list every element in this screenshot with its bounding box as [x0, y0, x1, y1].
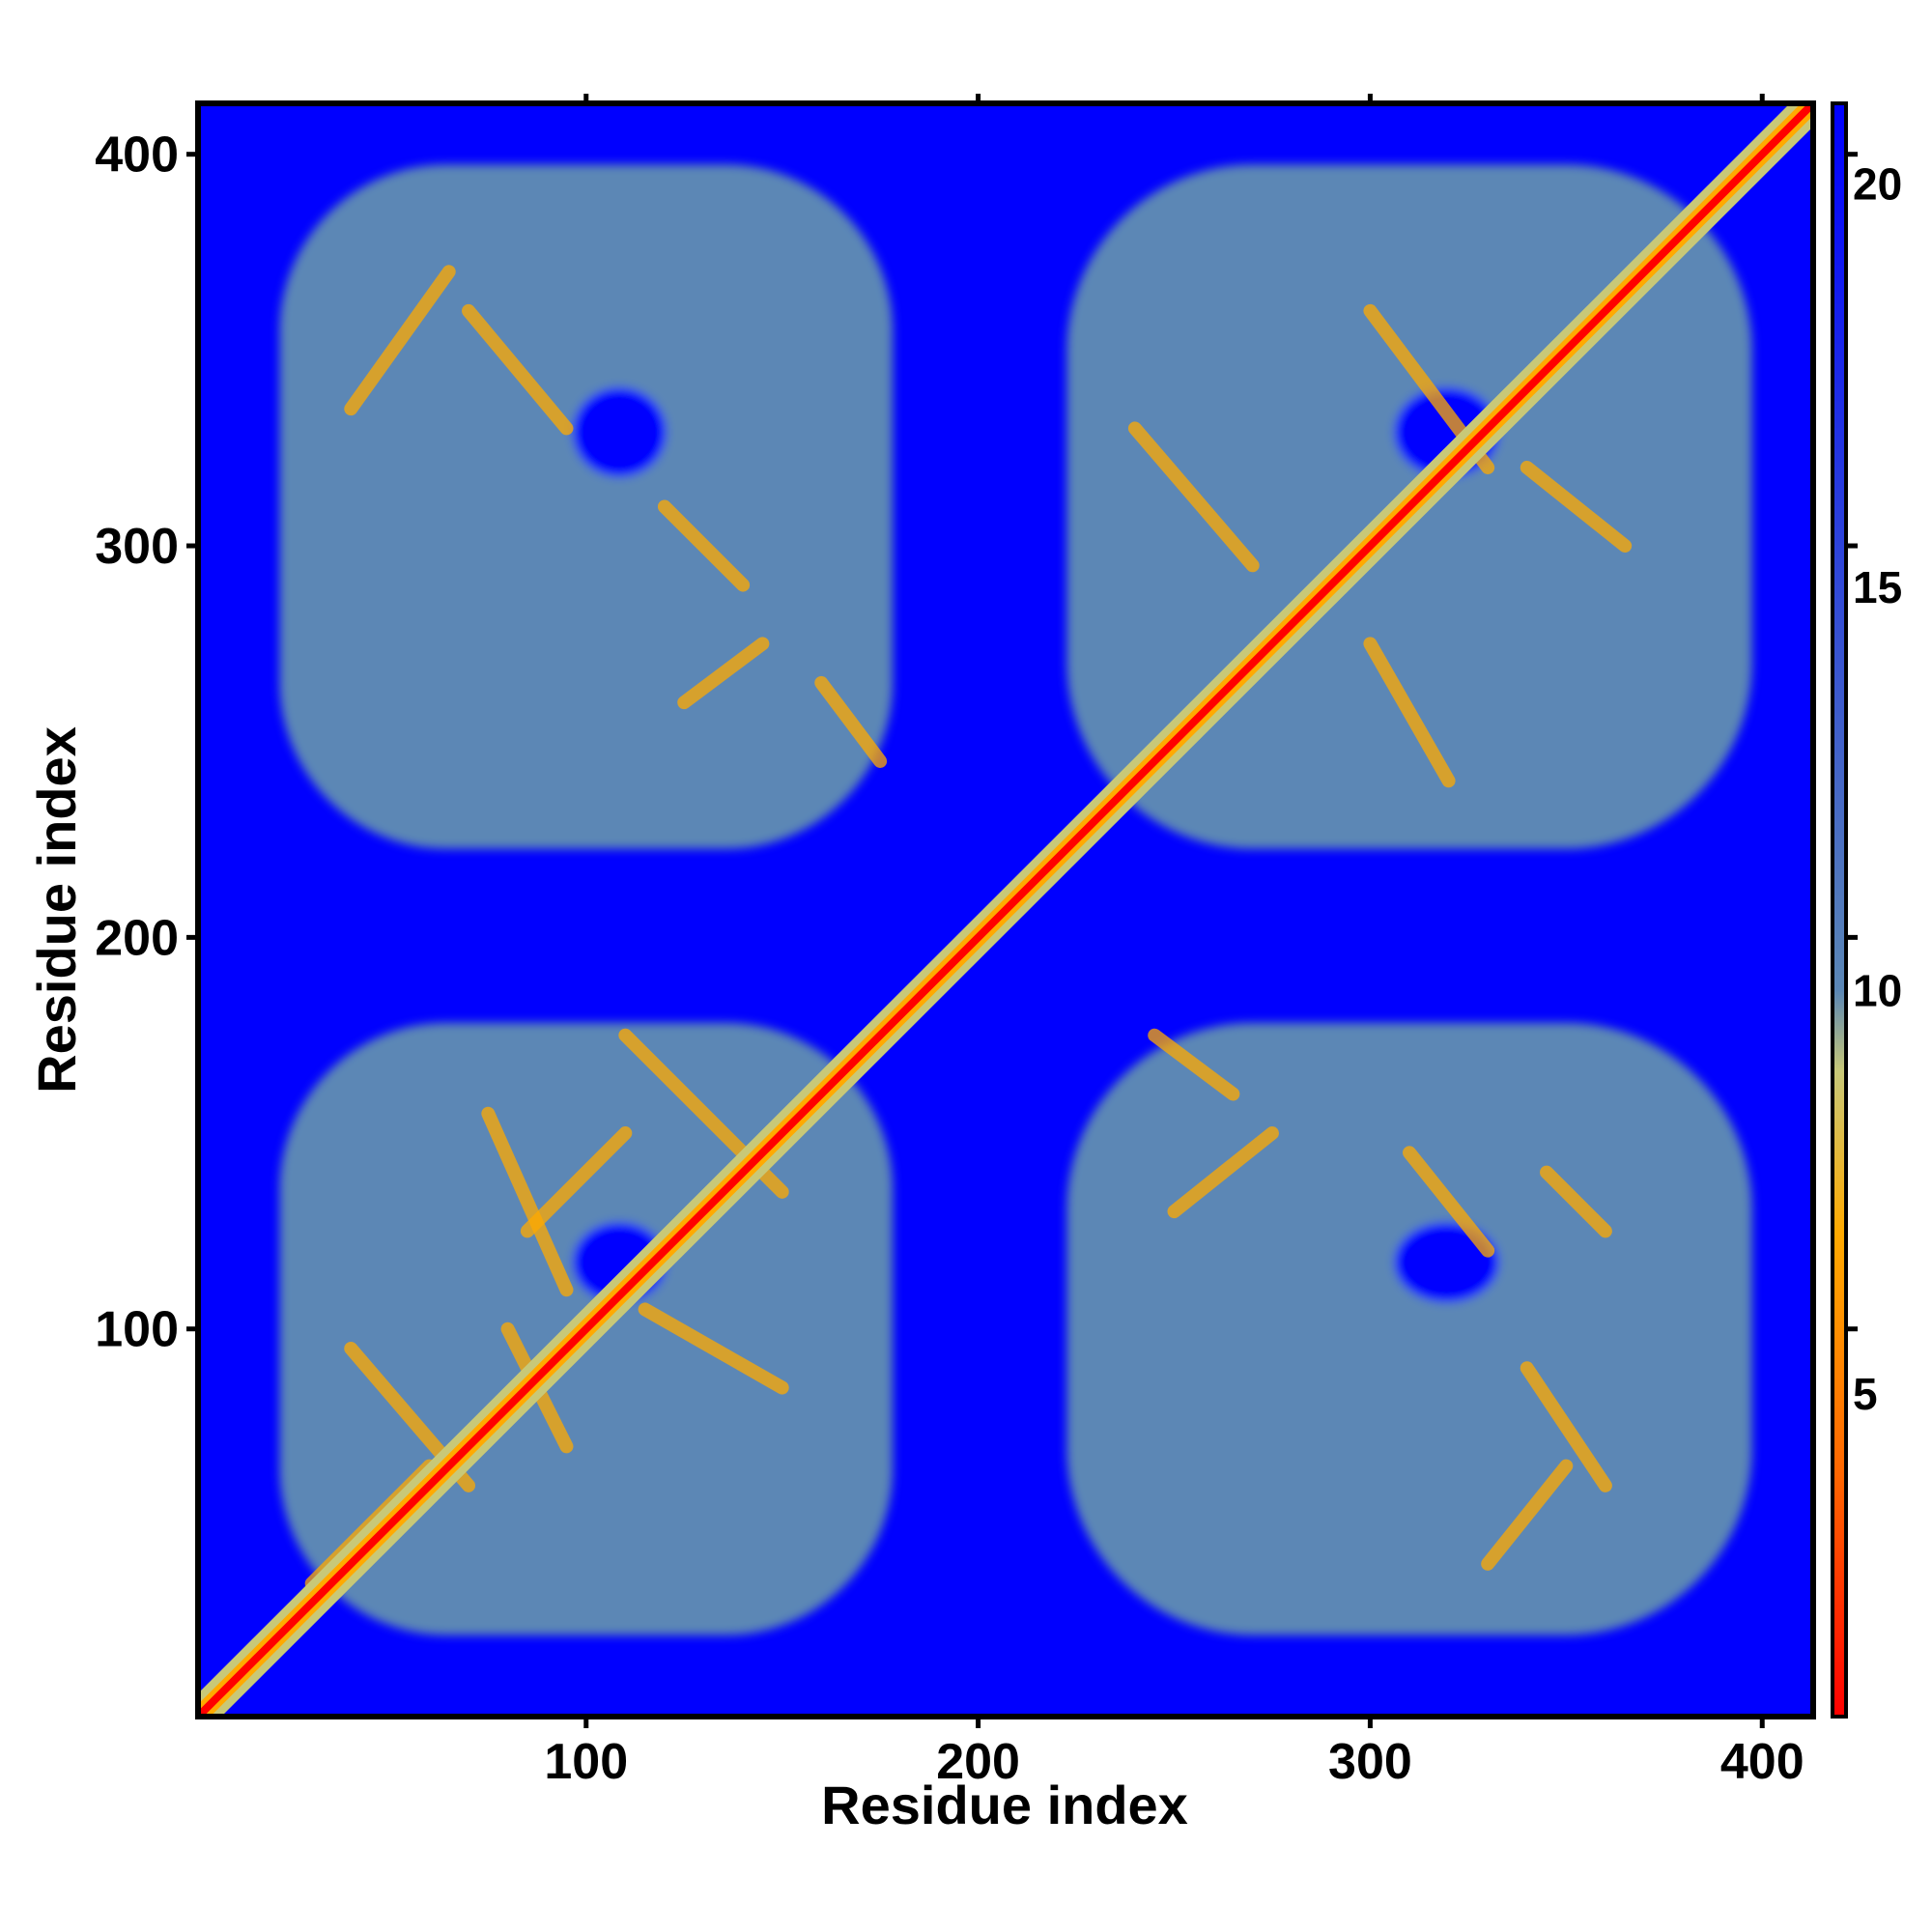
colorbar-label-5: 5 [1853, 1369, 1878, 1419]
contact-band-9 [462, 303, 574, 436]
contact-band-19 [1403, 1146, 1495, 1258]
contact-band-10 [657, 499, 751, 592]
x-axis-title: Residue index [821, 1775, 1188, 1835]
contact-band-17 [1167, 1126, 1279, 1219]
main-diagonal [198, 103, 1813, 1717]
contact-band-6 [638, 1302, 789, 1395]
contact-region-4 [1066, 1022, 1752, 1635]
colorbar-label-15: 15 [1853, 562, 1902, 612]
contact-band-3 [481, 1106, 574, 1297]
contact-band-13 [1127, 421, 1260, 573]
contact-band-12 [814, 675, 888, 768]
contact-gap-3 [572, 387, 667, 477]
x-tick-label-400: 400 [1720, 1734, 1804, 1790]
contact-band-8 [344, 265, 456, 416]
diagonal-core [198, 103, 1813, 1717]
y-tick-label-100: 100 [95, 1302, 179, 1358]
contact-band-20 [1520, 1361, 1612, 1492]
contact-band-15 [1363, 637, 1456, 788]
y-tick-label-200: 200 [95, 910, 179, 966]
x-tick-label-200: 200 [936, 1734, 1020, 1790]
y-tick-label-400: 400 [95, 128, 179, 184]
y-axis: 100 200 300 400 [95, 128, 1858, 1358]
y-axis-title: Residue index [26, 726, 87, 1094]
contact-band-21 [1481, 1459, 1574, 1571]
colorbar: 5 10 15 20 [1831, 101, 1902, 1719]
contact-band-7 [520, 1126, 633, 1238]
colorbar-frame [1831, 101, 1848, 1719]
x-tick-label-100: 100 [544, 1734, 628, 1790]
colorbar-label-10: 10 [1853, 966, 1902, 1016]
colorbar-label-20: 20 [1853, 159, 1902, 210]
y-tick-label-300: 300 [95, 519, 179, 575]
heatmap [198, 103, 1813, 1717]
contact-band-22 [1540, 1165, 1612, 1238]
contact-band-16 [1520, 460, 1633, 554]
contact-band-11 [677, 637, 770, 710]
plot-frame [195, 100, 1816, 1719]
x-tick-label-300: 300 [1328, 1734, 1412, 1790]
colorbar-gradient [1833, 103, 1846, 1717]
x-axis: 100 200 300 400 [544, 94, 1804, 1790]
contact-region-3 [279, 164, 894, 849]
contact-band-18 [1148, 1028, 1240, 1101]
